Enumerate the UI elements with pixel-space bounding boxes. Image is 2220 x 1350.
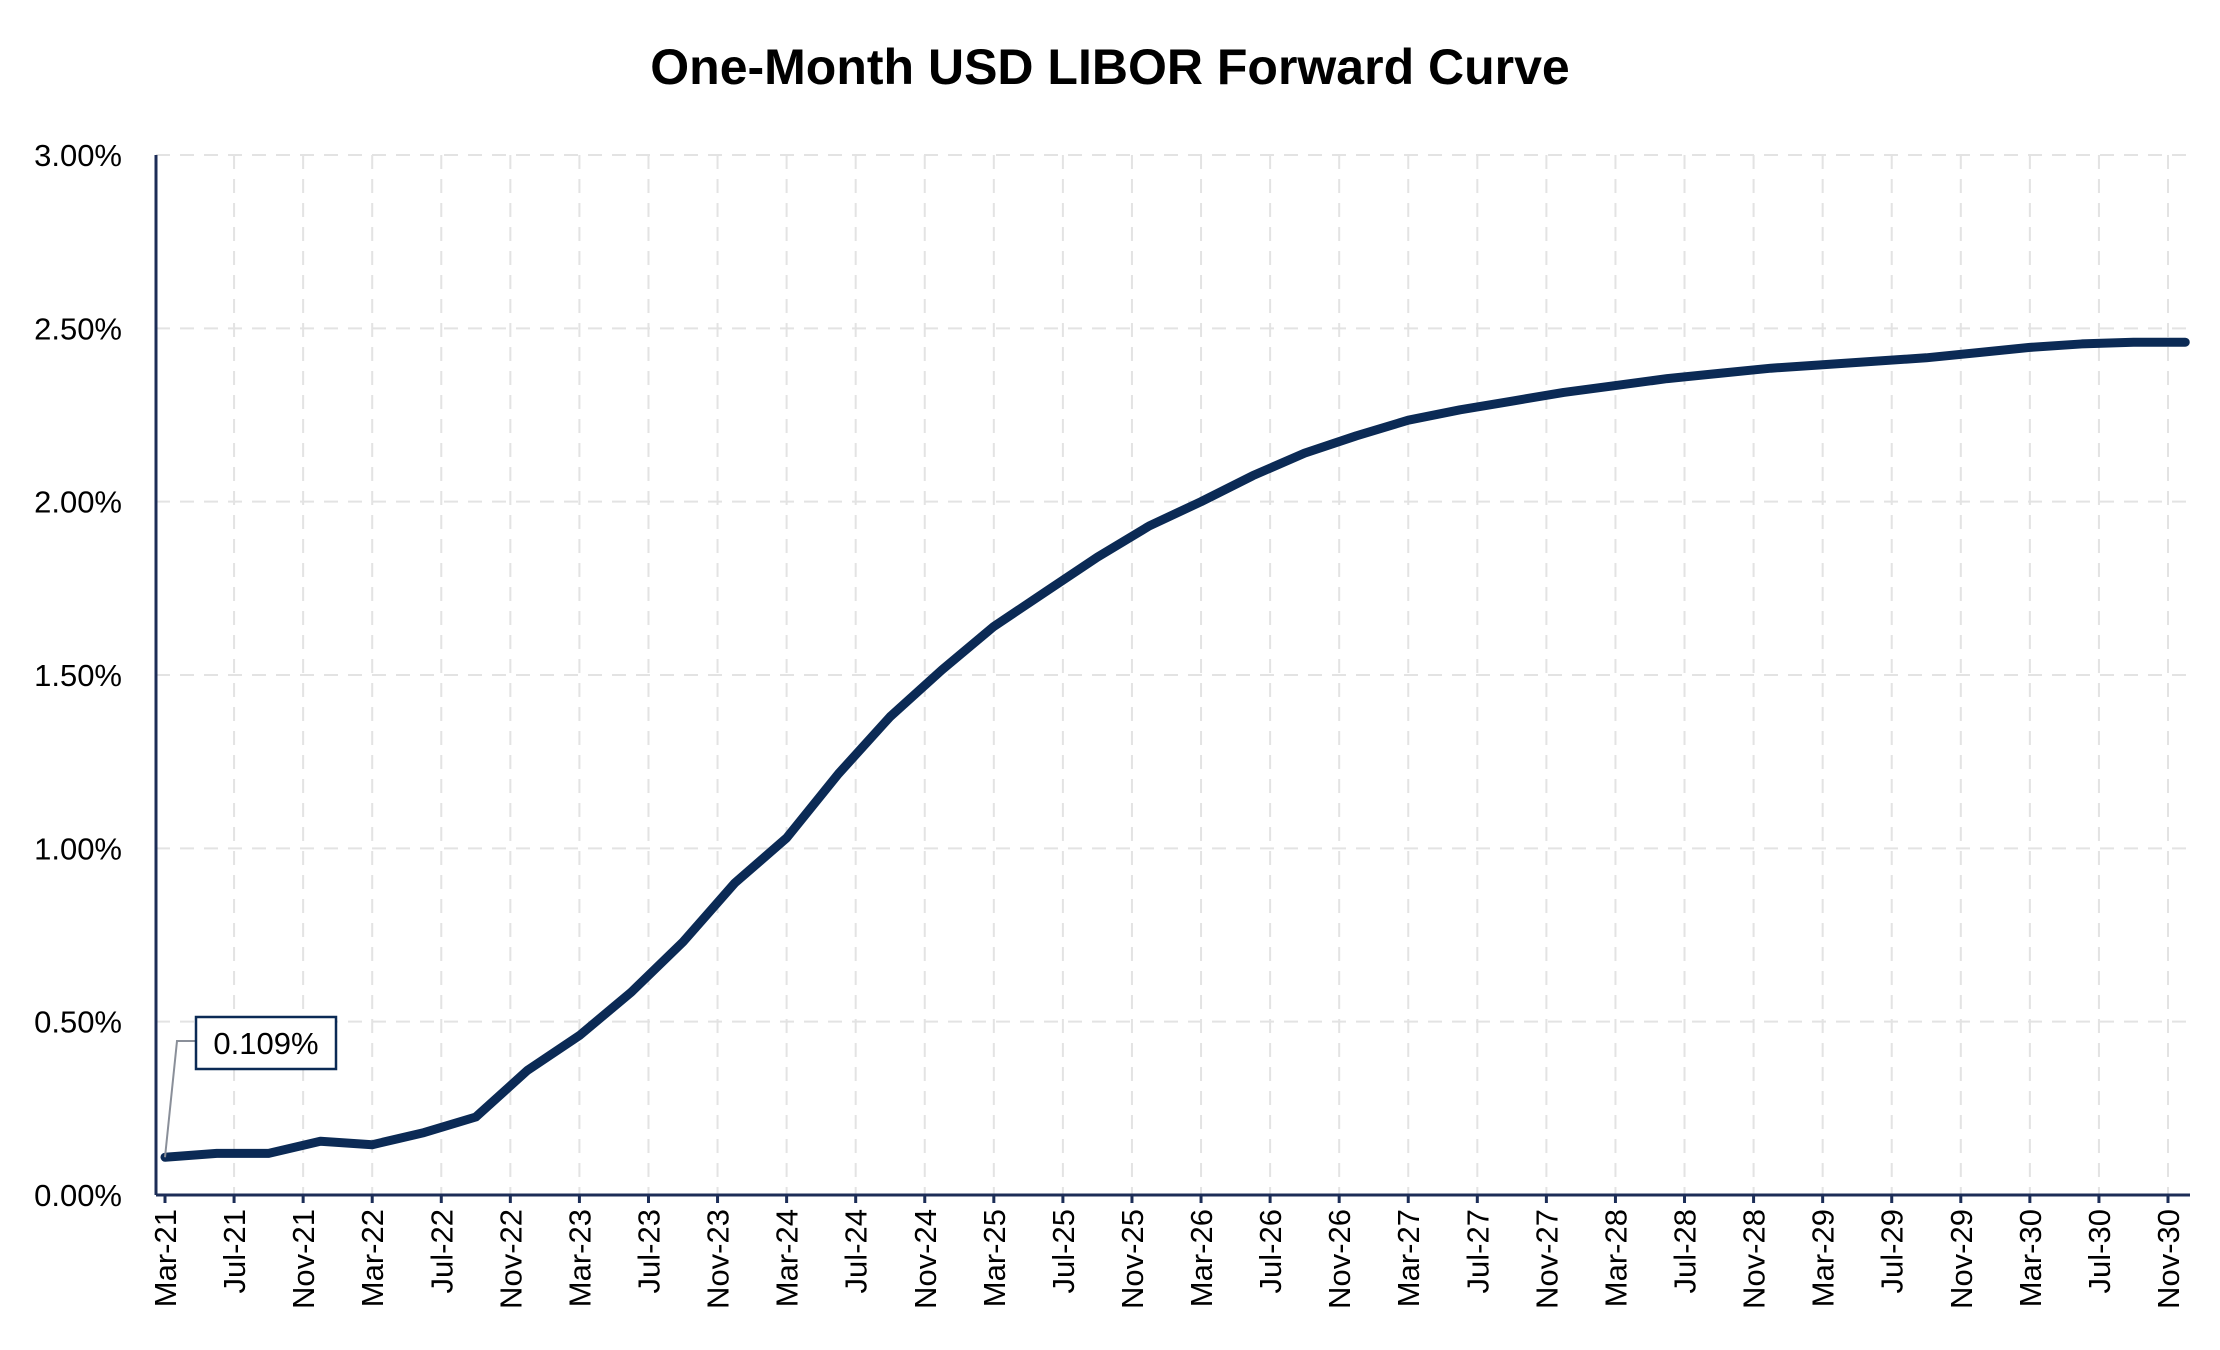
x-tick-label: Mar-26 (1184, 1209, 1219, 1307)
chart-title: One-Month USD LIBOR Forward Curve (650, 39, 1569, 95)
x-tick-label: Jul-26 (1253, 1209, 1288, 1293)
x-tick-label: Nov-27 (1529, 1209, 1564, 1309)
x-tick-label: Nov-28 (1737, 1209, 1772, 1309)
y-tick-label: 0.50% (34, 1005, 122, 1040)
callout-box (194, 1015, 338, 1071)
x-tick-label: Nov-30 (2151, 1209, 2186, 1309)
x-tick-label: Jul-28 (1668, 1209, 1703, 1293)
x-tick-label: Jul-25 (1046, 1209, 1081, 1293)
x-axis-tick-labels: Mar-21 Jul-21 Nov-21 Mar-22 Jul-22 Nov-22 Mar-… (148, 1209, 2186, 1309)
x-tick-label: Mar-23 (562, 1209, 597, 1307)
x-tick-label: Nov-24 (908, 1209, 943, 1309)
x-tick-label: Mar-28 (1598, 1209, 1633, 1307)
x-tick-label: Jul-27 (1460, 1209, 1495, 1293)
y-tick-label: 0.00% (34, 1178, 122, 1213)
x-tick-label: Mar-22 (355, 1209, 390, 1307)
x-tick-label: Nov-26 (1322, 1209, 1357, 1309)
axes (154, 155, 2190, 1203)
x-tick-label: Nov-23 (701, 1209, 736, 1309)
y-axis-tick-labels: 0.00% 0.50% 1.00% 1.50% 2.00% 2.50% 3.00% (34, 138, 122, 1213)
x-tick-label: Mar-21 (148, 1209, 183, 1307)
series-line (160, 337, 2190, 1162)
gridlines (156, 154, 2190, 1195)
callout-label: 0.109% (213, 1026, 318, 1061)
x-tick-label: Jul-29 (1875, 1209, 1910, 1293)
x-tick-label: Jul-21 (217, 1209, 252, 1293)
x-tick-label: Jul-23 (631, 1209, 666, 1293)
x-tick-label: Nov-25 (1115, 1209, 1150, 1309)
x-tick-label: Jul-24 (839, 1209, 874, 1293)
annotations: 0.109% (164, 1015, 338, 1158)
x-tick-label: Mar-29 (1806, 1209, 1841, 1307)
x-tick-label: Jul-22 (424, 1209, 459, 1293)
callout-leader-line (164, 1040, 196, 1158)
y-tick-label: 2.00% (34, 485, 122, 520)
x-tick-label: Mar-27 (1391, 1209, 1426, 1307)
x-tick-label: Mar-30 (2013, 1209, 2048, 1307)
y-tick-label: 1.00% (34, 831, 122, 866)
series-layer (160, 337, 2190, 1162)
x-tick-label: Mar-25 (977, 1209, 1012, 1307)
x-tick-label: Nov-21 (286, 1209, 321, 1309)
y-tick-label: 1.50% (34, 658, 122, 693)
y-tick-label: 2.50% (34, 311, 122, 346)
y-tick-label: 3.00% (34, 138, 122, 173)
x-tick-label: Jul-30 (2082, 1209, 2117, 1293)
x-tick-label: Mar-24 (770, 1209, 805, 1307)
x-tick-label: Nov-22 (493, 1209, 528, 1309)
x-tick-label: Nov-29 (1944, 1209, 1979, 1309)
